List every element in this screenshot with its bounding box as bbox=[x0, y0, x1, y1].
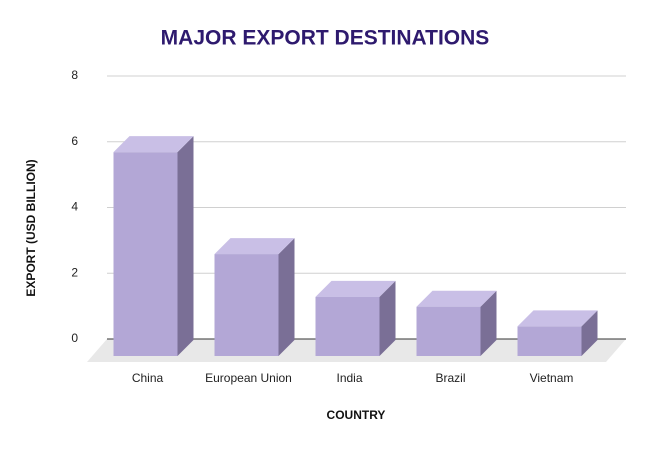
bar-top bbox=[517, 310, 598, 327]
bar-top bbox=[416, 290, 497, 307]
bar-top bbox=[214, 238, 295, 255]
x-tick-label: Brazil bbox=[435, 371, 465, 385]
bar bbox=[315, 296, 380, 356]
y-tick-label: 6 bbox=[71, 134, 78, 148]
y-axis-title: EXPORT (USD BILLION) bbox=[24, 159, 38, 296]
bar bbox=[416, 306, 481, 356]
y-tick-label: 8 bbox=[71, 68, 78, 82]
bar-side bbox=[177, 136, 194, 356]
x-tick-label: European Union bbox=[205, 371, 292, 385]
x-tick-label: China bbox=[132, 371, 164, 385]
bar bbox=[517, 326, 582, 356]
x-axis-title: COUNTRY bbox=[327, 408, 386, 422]
bar-side bbox=[480, 290, 497, 356]
x-tick-label: Vietnam bbox=[530, 371, 574, 385]
bar-top bbox=[315, 280, 396, 297]
bar-top bbox=[113, 136, 194, 153]
chart-title: MAJOR EXPORT DESTINATIONS bbox=[161, 27, 490, 50]
bar-side bbox=[278, 238, 295, 356]
bar-side bbox=[379, 280, 396, 356]
bar bbox=[113, 152, 178, 356]
bar-side bbox=[581, 310, 598, 356]
bar bbox=[214, 254, 279, 356]
x-tick-label: India bbox=[336, 371, 362, 385]
y-tick-label: 2 bbox=[71, 265, 78, 279]
y-tick-label: 4 bbox=[71, 200, 78, 214]
y-tick-label: 0 bbox=[71, 331, 78, 345]
